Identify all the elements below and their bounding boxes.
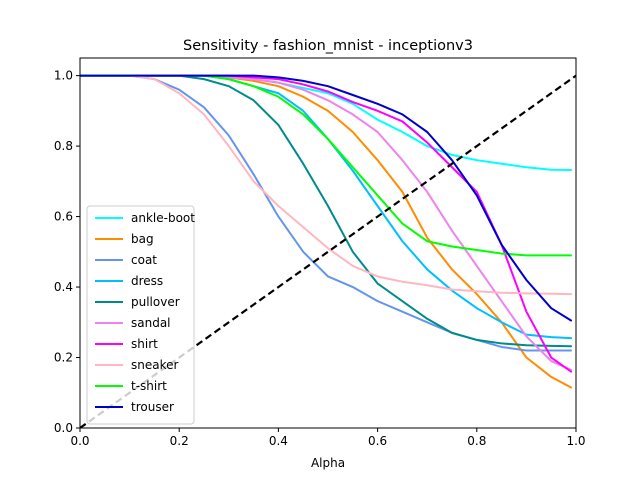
x-tick-label: 0.8 [467, 434, 486, 448]
x-tick-label: 1.0 [566, 434, 585, 448]
legend-label-coat: coat [131, 253, 157, 267]
legend-label-trouser: trouser [131, 400, 174, 414]
axes: 0.0 0.2 0.4 0.6 0.8 1.0 0.0 0.2 0.4 0.6 0.8 1.0 [54, 57, 586, 448]
y-tick-label: 0.6 [54, 210, 73, 224]
legend-label-dress: dress [131, 274, 163, 288]
series-line-coat [80, 74, 573, 352]
y-tick-label: 1.0 [54, 69, 73, 83]
x-tick-label: 0.2 [170, 434, 189, 448]
series-line-sneaker [80, 74, 573, 296]
legend-label-sandal: sandal [131, 316, 171, 330]
x-tick-label: 0.6 [368, 434, 387, 448]
x-axis-label: Alpha [311, 456, 345, 470]
legend-label-pullover: pullover [131, 295, 180, 309]
legend-label-bag: bag [131, 232, 154, 246]
series-line-trouser [80, 74, 573, 322]
legend-label-sneaker: sneaker [131, 358, 178, 372]
legend-label-shirt: shirt [131, 337, 158, 351]
chart-title: Sensitivity - fashion_mnist - inceptionv… [183, 38, 473, 54]
x-tick-label: 0.0 [70, 434, 89, 448]
legend-label-t-shirt: t-shirt [131, 379, 167, 393]
y-tick-label: 0.0 [54, 421, 73, 435]
axes-frame [79, 57, 577, 429]
legend-label-ankle-boot: ankle-boot [131, 211, 195, 225]
y-tick-label: 0.4 [54, 280, 73, 294]
legend: ankle-boot bag coat dress pullover sandal shir… [86, 205, 195, 425]
x-tick-label: 0.4 [269, 434, 288, 448]
y-tick-label: 0.2 [54, 351, 73, 365]
y-tick-label: 0.8 [54, 139, 73, 153]
